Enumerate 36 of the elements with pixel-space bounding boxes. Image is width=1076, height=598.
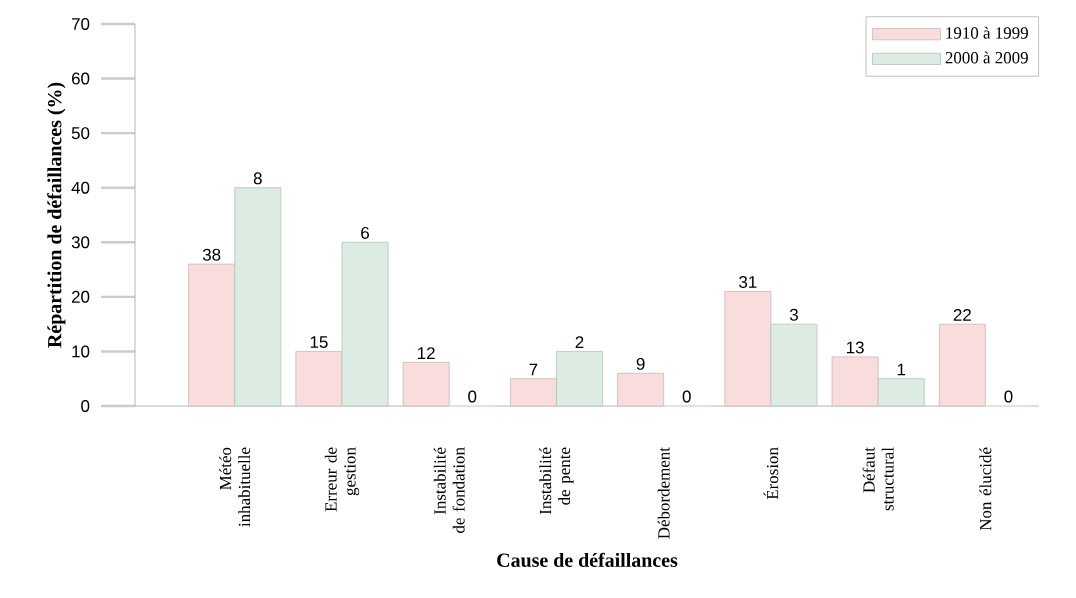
y-tick-label: 30 — [71, 236, 90, 249]
x-tick-label: Erreur de gestion — [324, 447, 360, 512]
x-tick-label: Érosion — [763, 447, 779, 500]
y-tick-label: 40 — [71, 181, 90, 194]
annotation: 3 — [789, 308, 798, 321]
annotation: 0 — [468, 390, 477, 403]
x-axis-title: Cause de défaillances — [497, 552, 678, 567]
y-tick-label: 70 — [71, 18, 90, 30]
annotation: 9 — [636, 357, 645, 370]
annotation: 7 — [529, 363, 538, 376]
x-tick-label: Non élucidé — [979, 447, 992, 531]
x-tick-label: Instabilité de pente — [539, 447, 574, 515]
legend-label: 2000 à 2009 — [945, 51, 1028, 64]
x-tick-label: Instabilité de fondation — [433, 447, 465, 533]
annotation: 2 — [575, 336, 584, 349]
y-tick-label: 20 — [71, 290, 90, 303]
y-tick-label: 10 — [72, 345, 90, 358]
y-tick-label: 0 — [81, 400, 90, 412]
annotation: 6 — [361, 226, 369, 239]
x-tick-label: Défaut structural — [862, 447, 894, 511]
legend-label: 1910 à 1999 — [946, 26, 1028, 39]
annotation: 38 — [202, 248, 221, 261]
annotation: 13 — [846, 341, 864, 354]
x-tick-label: Météo inhabituelle — [219, 447, 251, 527]
annotation: 22 — [953, 308, 971, 321]
annotation: 0 — [682, 390, 691, 403]
annotation: 15 — [310, 336, 328, 349]
y-axis-title: Répartition de défaillances (%) — [47, 82, 66, 348]
annotation: 31 — [739, 276, 757, 288]
annotation: 0 — [1004, 390, 1013, 403]
annotation: 8 — [253, 172, 262, 185]
y-tick-label: 50 — [71, 127, 90, 140]
x-tick-label: Débordement — [657, 447, 670, 539]
y-tick-label: 60 — [71, 72, 90, 85]
annotation: 12 — [418, 347, 435, 359]
annotation: 1 — [897, 363, 906, 376]
